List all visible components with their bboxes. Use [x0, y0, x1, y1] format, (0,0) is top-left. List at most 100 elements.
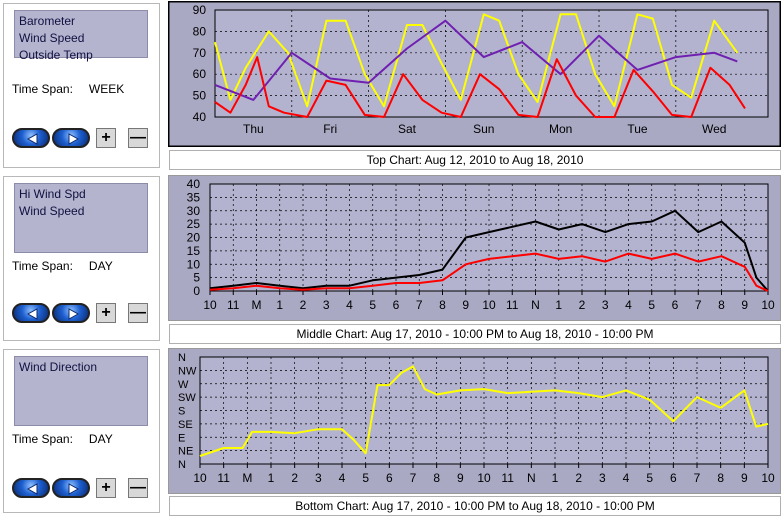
time-span-value[interactable]: WEEK	[88, 82, 125, 96]
x-tick-label: 3	[599, 471, 606, 485]
arrow-left-icon	[27, 308, 38, 320]
x-tick-label: 2	[575, 471, 582, 485]
x-tick-label: 10	[761, 471, 775, 485]
x-tick-label: 5	[362, 471, 369, 485]
x-tick-label: 10	[193, 471, 207, 485]
y-tick-label: 20	[187, 231, 201, 245]
y-tick-label: 40	[187, 177, 201, 191]
y-tick-label: N	[178, 352, 186, 364]
series-line-2	[214, 56, 746, 118]
x-tick-label: 2	[300, 298, 307, 312]
series-line-0	[199, 365, 769, 457]
x-tick-label: 10	[482, 298, 496, 312]
x-tick-label: 5	[369, 298, 376, 312]
x-tick-label: 1	[268, 471, 275, 485]
time-span: Time Span: DAY	[12, 432, 113, 446]
x-tick-label: N	[527, 471, 536, 485]
top-chart[interactable]: 40 50 60 70 80 90 Thu Fri Sat Sun Mon Tue Wed	[168, 1, 781, 147]
y-tick-label: 80	[193, 24, 207, 38]
x-tick-label: 11	[227, 298, 240, 312]
next-button[interactable]	[52, 128, 90, 148]
x-tick-label: 1	[276, 298, 283, 312]
series-list[interactable]: Barometer Wind Speed Outside Temp	[14, 10, 148, 62]
x-tick-label: Sat	[398, 122, 417, 136]
arrow-right-icon	[68, 308, 79, 320]
arrow-right-icon	[68, 483, 79, 495]
x-tick-label: 6	[393, 298, 400, 312]
middle-chart-caption: Middle Chart: Aug 17, 2010 - 10:00 PM to…	[169, 324, 781, 344]
y-tick-label: 70	[193, 46, 207, 60]
bottom-series-panel: Wind Direction Time Span: DAY + —	[3, 349, 160, 513]
time-span: Time Span: WEEK	[12, 82, 124, 96]
top-chart-caption: Top Chart: Aug 12, 2010 to Aug 18, 2010	[169, 150, 781, 170]
y-tick-label: S	[178, 406, 185, 418]
x-tick-label: 9	[741, 298, 748, 312]
x-tick-label: 11	[506, 298, 519, 312]
series-item[interactable]: Hi Wind Spd	[19, 187, 86, 201]
next-button[interactable]	[52, 478, 90, 498]
series-list[interactable]: Wind Direction	[14, 356, 148, 426]
time-span-value[interactable]: DAY	[88, 432, 113, 446]
zoom-in-button[interactable]: +	[96, 128, 116, 148]
x-tick-label: M	[242, 471, 252, 485]
x-tick-label: 7	[695, 298, 702, 312]
x-tick-label: 2	[579, 298, 586, 312]
x-tick-label: Thu	[243, 122, 264, 136]
x-tick-label: 3	[315, 471, 322, 485]
x-tick-label: 8	[439, 298, 446, 312]
x-tick-label: N	[531, 298, 540, 312]
time-span-label: Time Span:	[12, 259, 73, 273]
zoom-in-button[interactable]: +	[96, 303, 116, 323]
series-line-0	[209, 209, 769, 292]
x-tick-label: 11	[501, 471, 514, 485]
y-tick-label: 40	[193, 110, 207, 124]
y-tick-label: 50	[193, 89, 207, 103]
plot-area	[214, 9, 769, 118]
zoom-out-button[interactable]: —	[128, 303, 148, 323]
x-tick-label: 1	[552, 471, 559, 485]
series-list[interactable]: Hi Wind Spd Wind Speed	[14, 183, 148, 253]
previous-button[interactable]	[12, 478, 50, 498]
time-span-label: Time Span:	[12, 432, 73, 446]
x-tick-label: 7	[410, 471, 417, 485]
previous-button[interactable]	[12, 128, 50, 148]
next-button[interactable]	[52, 303, 90, 323]
x-tick-label: 6	[672, 298, 679, 312]
zoom-in-button[interactable]: +	[96, 478, 116, 498]
y-tick-label: W	[178, 379, 189, 391]
series-item[interactable]: Wind Speed	[19, 204, 85, 218]
x-tick-label: 3	[323, 298, 330, 312]
y-tick-label: 10	[187, 257, 201, 271]
series-item[interactable]: Barometer	[19, 14, 76, 28]
x-tick-label: 8	[717, 471, 724, 485]
x-tick-label: 7	[416, 298, 423, 312]
zoom-out-button[interactable]: —	[128, 128, 148, 148]
time-span-value[interactable]: DAY	[88, 259, 113, 273]
x-tick-label: 4	[339, 471, 346, 485]
series-line-1	[209, 252, 769, 292]
series-item[interactable]: Wind Direction	[19, 360, 98, 374]
x-tick-label: 9	[741, 471, 748, 485]
middle-series-panel: Hi Wind Spd Wind Speed Time Span: DAY + —	[3, 176, 160, 341]
previous-button[interactable]	[12, 303, 50, 323]
arrow-left-icon	[27, 483, 38, 495]
y-tick-label: 30	[187, 204, 201, 218]
y-tick-label: 5	[193, 271, 200, 285]
plot-area	[199, 356, 769, 465]
x-tick-label: M	[252, 298, 262, 312]
x-tick-label: 1	[555, 298, 562, 312]
x-tick-label: Wed	[702, 122, 726, 136]
series-line-0	[214, 13, 739, 108]
zoom-out-button[interactable]: —	[128, 478, 148, 498]
y-tick-label: SE	[178, 419, 193, 431]
series-item[interactable]: Outside Temp	[19, 48, 93, 62]
x-tick-label: 6	[386, 471, 393, 485]
x-tick-label: 8	[718, 298, 725, 312]
x-tick-label: 9	[457, 471, 464, 485]
series-item[interactable]: Wind Speed	[19, 31, 85, 45]
x-tick-label: 10	[761, 298, 775, 312]
y-tick-label: 35	[187, 190, 201, 204]
y-tick-label: 25	[187, 217, 201, 231]
